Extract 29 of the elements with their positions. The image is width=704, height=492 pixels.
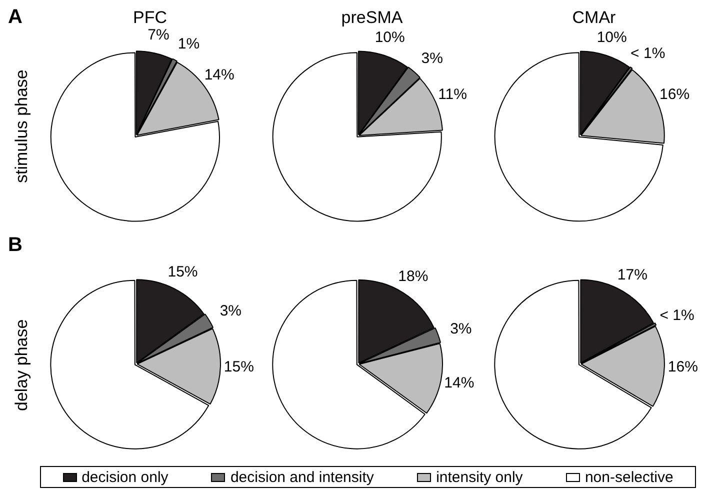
- data-label: 11%: [438, 86, 467, 104]
- data-label: 1%: [178, 35, 200, 52]
- text: A: [8, 6, 22, 29]
- data-label: 3%: [421, 50, 443, 67]
- data-label: 15%: [224, 358, 254, 376]
- text: delay phase: [12, 319, 32, 411]
- legend-label: decision only: [82, 468, 168, 486]
- legend-label: intensity only: [436, 468, 523, 486]
- data-label: 10%: [374, 29, 405, 46]
- data-label: 18%: [398, 268, 428, 286]
- data-label: 14%: [444, 374, 474, 392]
- data-label: 15%: [168, 263, 198, 280]
- data-label: 16%: [660, 86, 690, 104]
- chart-title: preSMA: [340, 8, 404, 28]
- text: B: [8, 234, 22, 257]
- data-label: 14%: [204, 66, 234, 84]
- legend-label: non-selective: [584, 468, 674, 486]
- data-label: < 1%: [660, 306, 694, 324]
- data-label: 17%: [617, 266, 648, 284]
- chart-title: CMAr: [571, 8, 617, 28]
- data-label: 7%: [148, 26, 170, 44]
- data-label: < 1%: [630, 44, 666, 62]
- data-label: 3%: [450, 320, 472, 338]
- data-label: 3%: [220, 302, 242, 320]
- legend-label: decision and intensity: [230, 468, 374, 486]
- text: stimulus phase: [12, 70, 32, 183]
- data-label: 16%: [668, 358, 698, 376]
- data-label: 10%: [596, 29, 627, 46]
- chart-title: PFC: [132, 8, 168, 28]
